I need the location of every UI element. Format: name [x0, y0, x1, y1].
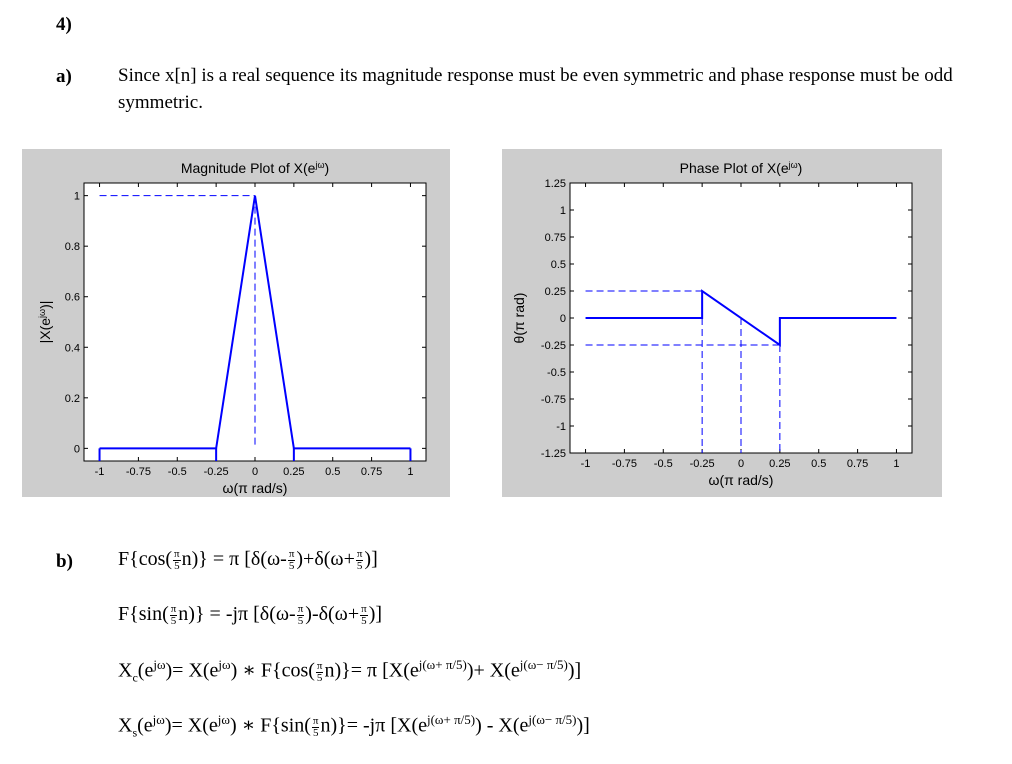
- y-tick-label: 0.8: [65, 241, 80, 253]
- phase-plot-panel: -1 -0.75 -0.5 -0.25 0 0.25 0.5 0.75 1 -1.25 -1 -0.7…: [502, 149, 942, 497]
- part-b-label: b): [56, 551, 73, 572]
- x-tick-label: -1: [581, 458, 591, 470]
- x-tick-label: 0.25: [283, 466, 304, 478]
- x-axis-label: ω(π rad/s): [709, 472, 774, 488]
- x-tick-label: -0.75: [612, 458, 637, 470]
- x-tick-label: -0.25: [690, 458, 715, 470]
- eq1-text-1: F{cos(: [118, 548, 173, 570]
- y-tick-label: 0.75: [545, 232, 566, 244]
- eq1-text-4: )]: [364, 548, 378, 570]
- equation-xs: Xs(ejω)= X(ejω) ∗ F{sin(π 5 n)}= -jπ [X(ej…: [118, 712, 590, 740]
- y-tick-label: -0.5: [547, 367, 566, 379]
- y-axis-label: |X(ejω)|: [37, 301, 53, 344]
- y-tick-label: 1.25: [545, 178, 566, 190]
- x-tick-label: -0.5: [168, 466, 187, 478]
- x-axis-label: ω(π rad/s): [223, 480, 288, 496]
- eq2-text-3: )-δ(ω+: [305, 603, 360, 625]
- equation-cos-transform: F{cos(π 5 n)} = π [δ(ω-π 5)+δ(ω+ π 5)]: [118, 548, 378, 572]
- y-tick-label: -0.75: [541, 394, 566, 406]
- magnitude-plot-panel: -1 -0.75 -0.5 -0.25 0 0.25 0.5 0.75 1 0 0.2 0.4 0.6 0…: [22, 149, 450, 497]
- equation-sin-transform: F{sin(π 5 n)} = -jπ [δ(ω-π 5)-δ(ω+ π 5)]: [118, 603, 382, 627]
- eq2-text-2: n)} = -jπ [δ(ω-: [178, 603, 296, 625]
- part-a-text: Since x[n] is a real sequence its magnit…: [118, 65, 953, 113]
- x-tick-label: 1: [407, 466, 413, 478]
- y-tick-label: 0: [560, 313, 566, 325]
- y-tick-label: 0: [74, 443, 80, 455]
- x-tick-label: 0.75: [847, 458, 868, 470]
- y-tick-label: 0.2: [65, 393, 80, 405]
- eq1-text-3: )+δ(ω+: [296, 548, 355, 570]
- y-tick-label: 1: [74, 191, 80, 203]
- y-tick-label: -1: [556, 421, 566, 433]
- y-axis-label: θ(π rad): [511, 293, 527, 344]
- y-tick-label: 0.5: [551, 259, 566, 271]
- equation-xc: Xc(ejω)= X(ejω) ∗ F{cos(π 5 n)}= π [X(ej(ω…: [118, 657, 582, 685]
- magnitude-plot: -1 -0.75 -0.5 -0.25 0 0.25 0.5 0.75 1 0 0.2 0.4 0.6 0…: [37, 160, 427, 496]
- x-tick-label: -0.5: [654, 458, 673, 470]
- x-tick-label: 0.25: [769, 458, 790, 470]
- eq2-text-4: )]: [368, 603, 383, 625]
- x-tick-label: 0: [738, 458, 744, 470]
- chart-title: Phase Plot of X(ejω): [680, 160, 803, 176]
- x-tick-label: 0.75: [361, 466, 382, 478]
- y-tick-label: 0.4: [65, 342, 80, 354]
- y-tick-label: 0.25: [545, 286, 566, 298]
- x-tick-label: 1: [893, 458, 899, 470]
- x-tick-label: -1: [95, 466, 105, 478]
- eq2-text-1: F{sin(: [118, 603, 169, 625]
- x-tick-label: -0.25: [204, 466, 229, 478]
- part-a-label: a): [56, 66, 72, 87]
- eq1-text-2: n)} = π [δ(ω-: [181, 548, 287, 570]
- y-tick-label: 1: [560, 205, 566, 217]
- y-tick-label: -1.25: [541, 448, 566, 460]
- question-number: 4): [56, 14, 72, 35]
- x-tick-label: 0: [252, 466, 258, 478]
- phase-plot: -1 -0.75 -0.5 -0.25 0 0.25 0.5 0.75 1 -1.25 -1 -0.7…: [511, 160, 913, 488]
- chart-title: Magnitude Plot of X(ejω): [181, 160, 329, 176]
- x-tick-label: 0.5: [811, 458, 826, 470]
- y-tick-label: 0.6: [65, 292, 80, 304]
- y-tick-label: -0.25: [541, 340, 566, 352]
- x-tick-label: -0.75: [126, 466, 151, 478]
- x-tick-label: 0.5: [325, 466, 340, 478]
